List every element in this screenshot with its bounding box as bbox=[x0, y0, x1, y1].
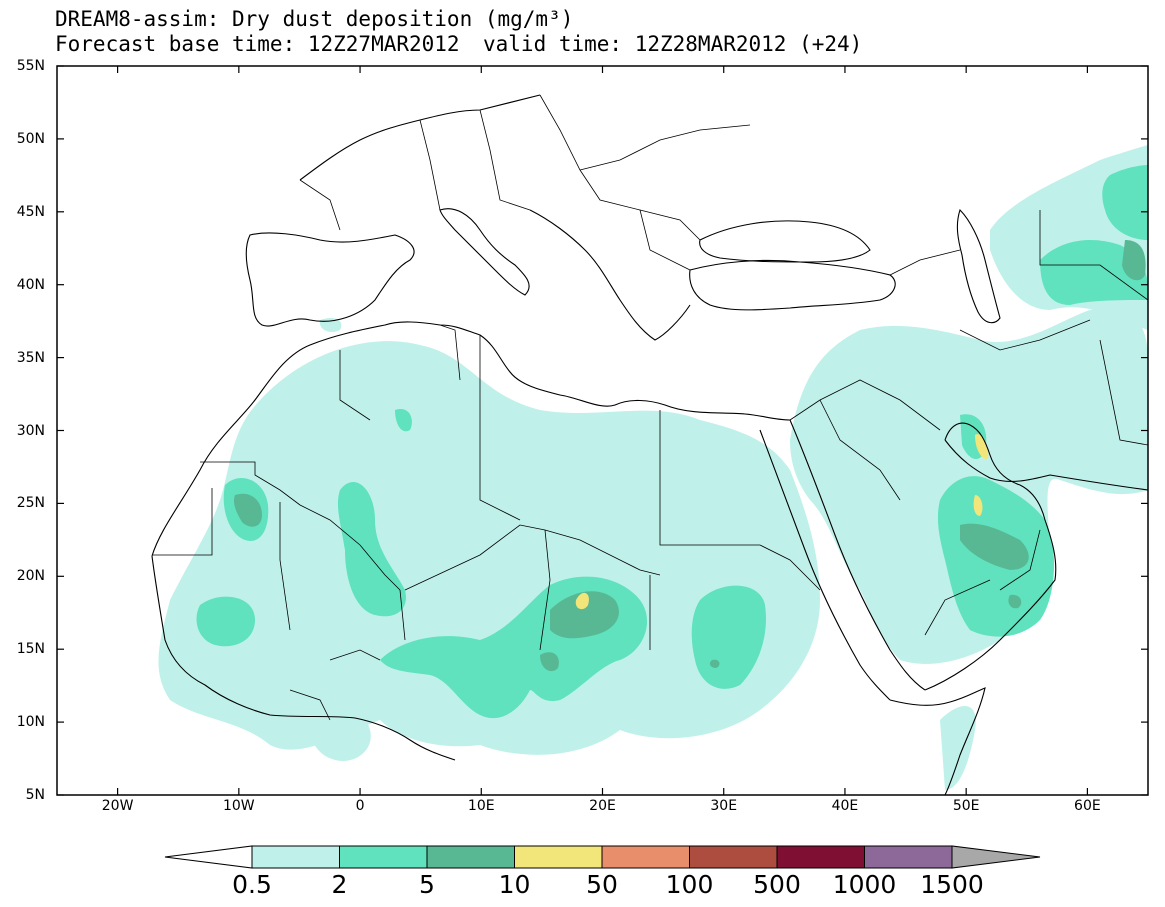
colorbar-level-label: 10 bbox=[498, 870, 531, 899]
lat-tick-label: 30N bbox=[16, 422, 45, 439]
lat-tick-label: 35N bbox=[16, 349, 45, 366]
lon-tick-label: 10W bbox=[222, 798, 255, 814]
colorbar-level-label: 5 bbox=[419, 870, 435, 899]
colorbar-swatch bbox=[251, 845, 340, 869]
colorbar-level-label: 1000 bbox=[832, 870, 897, 899]
colorbar-underflow-triangle bbox=[164, 845, 253, 869]
lon-tick-label: 20W bbox=[101, 798, 134, 814]
lat-tick-label: 45N bbox=[16, 203, 45, 220]
dust-contour-yellow bbox=[575, 434, 989, 610]
colorbar-swatch bbox=[426, 845, 515, 869]
colorbar-level-label: 0.5 bbox=[232, 870, 272, 899]
lat-tick-label: 20N bbox=[16, 568, 45, 585]
lon-tick-label: 10E bbox=[467, 798, 495, 814]
chart-title: DREAM8-assim: Dry dust deposition (mg/m³… bbox=[55, 7, 574, 31]
colorbar-swatch bbox=[514, 845, 603, 869]
lon-tick-label: 60E bbox=[1074, 798, 1101, 814]
dust-contour-dark bbox=[233, 240, 1146, 672]
colorbar-level-label: 500 bbox=[753, 870, 801, 899]
forecast-times: Forecast base time: 12Z27MAR2012 valid ti… bbox=[55, 32, 862, 56]
lat-tick-label: 50N bbox=[16, 130, 45, 147]
colorbar-level-label: 2 bbox=[331, 870, 348, 899]
colorbar-level-label: 100 bbox=[665, 870, 714, 899]
colorbar-swatch bbox=[601, 845, 690, 869]
colorbar-level-label: 50 bbox=[586, 870, 618, 899]
lat-tick-label: 25N bbox=[16, 495, 45, 512]
valid-time: valid time: 12Z28MAR2012 (+24) bbox=[483, 32, 863, 56]
colorbar-overflow-triangle bbox=[951, 845, 1041, 869]
colorbar-level-label: 1500 bbox=[920, 870, 984, 899]
colorbar-swatch bbox=[776, 845, 865, 869]
lat-tick-label: 10N bbox=[16, 714, 45, 731]
lat-tick-label: 40N bbox=[16, 276, 45, 293]
lon-tick-label: 0 bbox=[355, 798, 365, 814]
axis-ticks bbox=[57, 65, 1148, 796]
forecast-base-time: Forecast base time: 12Z27MAR2012 bbox=[55, 32, 460, 56]
lon-tick-label: 40E bbox=[831, 798, 859, 814]
lat-tick-label: 5N bbox=[25, 787, 45, 803]
lat-tick-label: 55N bbox=[16, 58, 45, 74]
colorbar-swatch bbox=[689, 845, 778, 869]
colorbar-swatch bbox=[864, 845, 953, 869]
country-borders bbox=[152, 94, 1148, 721]
lat-tick-label: 15N bbox=[16, 641, 45, 658]
lon-tick-label: 20E bbox=[589, 798, 616, 814]
lon-tick-label: 30E bbox=[710, 798, 738, 814]
lon-tick-label: 50E bbox=[952, 798, 980, 814]
colorbar-swatch bbox=[339, 845, 428, 869]
coastlines bbox=[151, 94, 1148, 795]
